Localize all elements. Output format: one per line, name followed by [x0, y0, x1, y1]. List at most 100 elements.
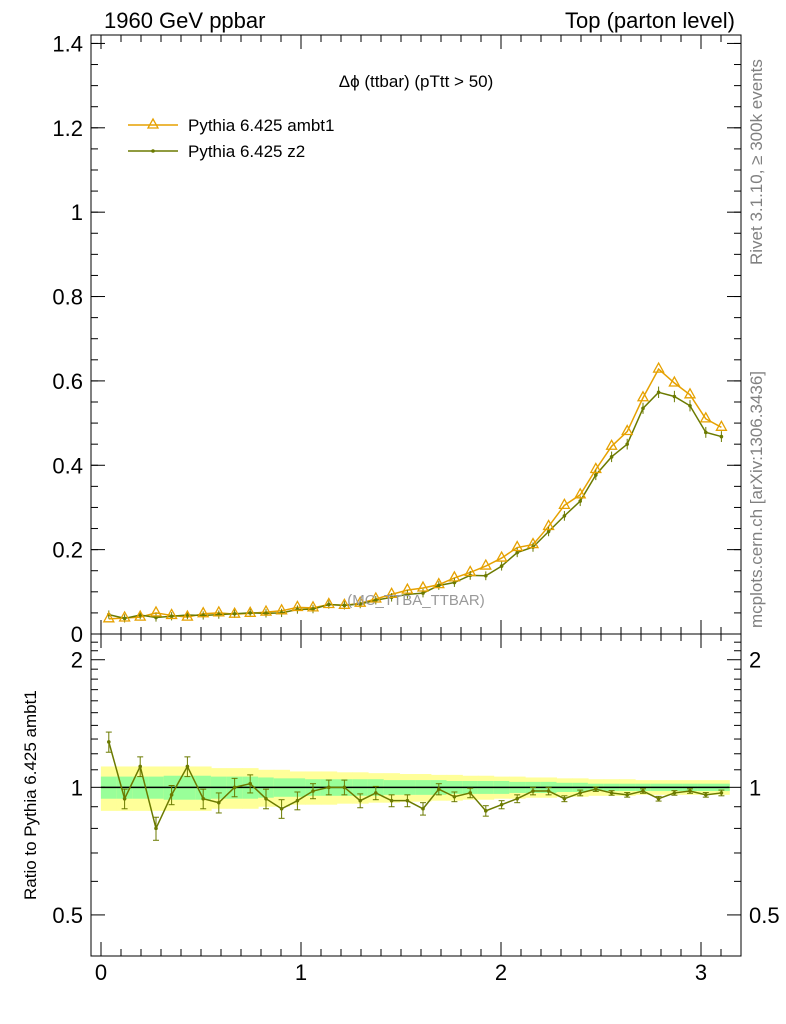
ratio-point	[107, 740, 111, 744]
ratio-point	[562, 796, 567, 801]
ratio-point	[625, 793, 629, 797]
z2-point	[672, 394, 677, 399]
z2-point	[609, 455, 614, 459]
ambt1-point	[369, 591, 382, 603]
ambt1-point	[165, 608, 178, 620]
ambt1-point	[181, 609, 194, 621]
z2-point	[578, 499, 582, 503]
ratio-point	[641, 789, 645, 793]
legend-marker-ambt1	[146, 117, 160, 129]
ratio-point	[201, 796, 205, 801]
ambt1-point	[118, 610, 131, 622]
z2-point	[311, 607, 315, 611]
ratio-point	[311, 789, 315, 793]
ratio-point	[594, 787, 598, 791]
z2-point	[138, 613, 142, 617]
ambt1-point	[479, 558, 492, 570]
ambt1-point	[558, 498, 571, 509]
ambt1-point	[102, 611, 115, 623]
y-tick-label: 1.4	[52, 31, 83, 56]
right-title: Top (parton level)	[565, 8, 735, 33]
y-tick-label: 0	[71, 622, 83, 647]
ratio-point	[264, 796, 268, 801]
ambt1-point	[448, 570, 461, 582]
z2-point	[546, 529, 551, 534]
main-marks	[102, 361, 728, 623]
ratio-y-tick-label: 0.5	[52, 903, 83, 928]
z2-point	[374, 598, 378, 603]
z2-point	[342, 603, 347, 608]
z2-point	[437, 583, 441, 588]
ratio-point	[437, 787, 441, 791]
z2-point	[248, 611, 252, 615]
z2-point	[515, 550, 519, 555]
y-tick-label: 1.2	[52, 116, 83, 141]
ambt1-point	[259, 604, 273, 616]
ambt1-point	[574, 487, 587, 499]
x-tick-label: 1	[295, 960, 307, 985]
ambt1-point	[212, 605, 225, 617]
ratio-point	[154, 826, 158, 831]
z2-point	[688, 403, 692, 408]
z2-point	[625, 442, 629, 446]
ratio-point	[609, 791, 614, 795]
ambt1-point	[306, 600, 320, 612]
ambt1-point	[149, 605, 163, 617]
z2-point	[641, 406, 645, 411]
ambt1-point	[354, 595, 367, 607]
ambt1-point	[464, 565, 477, 577]
x-tick-label: 3	[695, 960, 707, 985]
ratio-point	[499, 802, 504, 807]
ambt1-point	[338, 597, 351, 609]
ratio-point	[122, 796, 127, 801]
ambt1-point	[416, 580, 430, 592]
ratio-line-z2	[108, 741, 722, 831]
ratio-point	[279, 806, 284, 811]
ratio-point	[452, 794, 457, 799]
ambt1-point	[322, 597, 335, 609]
ambt1-point	[244, 605, 257, 617]
ratio-point	[656, 796, 661, 801]
ratio-frame	[90, 633, 742, 957]
ambt1-point	[432, 577, 445, 589]
series-line-z2	[108, 391, 722, 620]
ratio-point	[578, 791, 582, 795]
ratio-point	[515, 796, 519, 801]
ratio-point	[389, 798, 394, 803]
ratio-point	[185, 764, 190, 769]
watermark: (MC_TTBA_TTBAR)	[347, 592, 485, 609]
ratio-y-tick-label-right: 0.5	[749, 903, 780, 928]
ambt1-point	[683, 387, 697, 399]
ratio-y-tick-label: 1	[71, 775, 83, 800]
ratio-point	[719, 791, 724, 795]
ambt1-point	[605, 438, 618, 450]
z2-point	[421, 591, 425, 595]
z2-point	[358, 602, 363, 606]
ratio-point	[704, 793, 708, 797]
z2-point	[719, 434, 724, 439]
x-tick-label: 2	[495, 960, 507, 985]
y-tick-label: 0.8	[52, 285, 83, 310]
ambt1-point	[526, 537, 540, 549]
ambt1-point	[589, 462, 602, 474]
z2-point	[484, 573, 488, 578]
ambt1-point	[134, 609, 147, 621]
z2-point	[499, 564, 504, 568]
rivet-label: Rivet 3.1.10, ≥ 300k events	[747, 59, 766, 265]
z2-point	[327, 602, 331, 607]
ratio-y-tick-label-right: 2	[749, 648, 761, 673]
ratio-point	[421, 806, 425, 811]
z2-point	[594, 473, 598, 477]
ambt1-point	[621, 424, 634, 436]
ratio-point	[672, 791, 677, 795]
z2-point	[264, 611, 268, 616]
ratio-point	[295, 798, 300, 803]
legend-label-ambt1: Pythia 6.425 ambt1	[188, 116, 334, 135]
ratio-marks	[105, 731, 725, 841]
ratio-point	[327, 785, 331, 790]
left-title: 1960 GeV ppbar	[104, 8, 265, 33]
y-tick-label: 0.4	[52, 453, 83, 478]
ratio-point	[484, 809, 488, 813]
legend: Pythia 6.425 ambt1 Pythia 6.425 z2	[128, 116, 334, 161]
